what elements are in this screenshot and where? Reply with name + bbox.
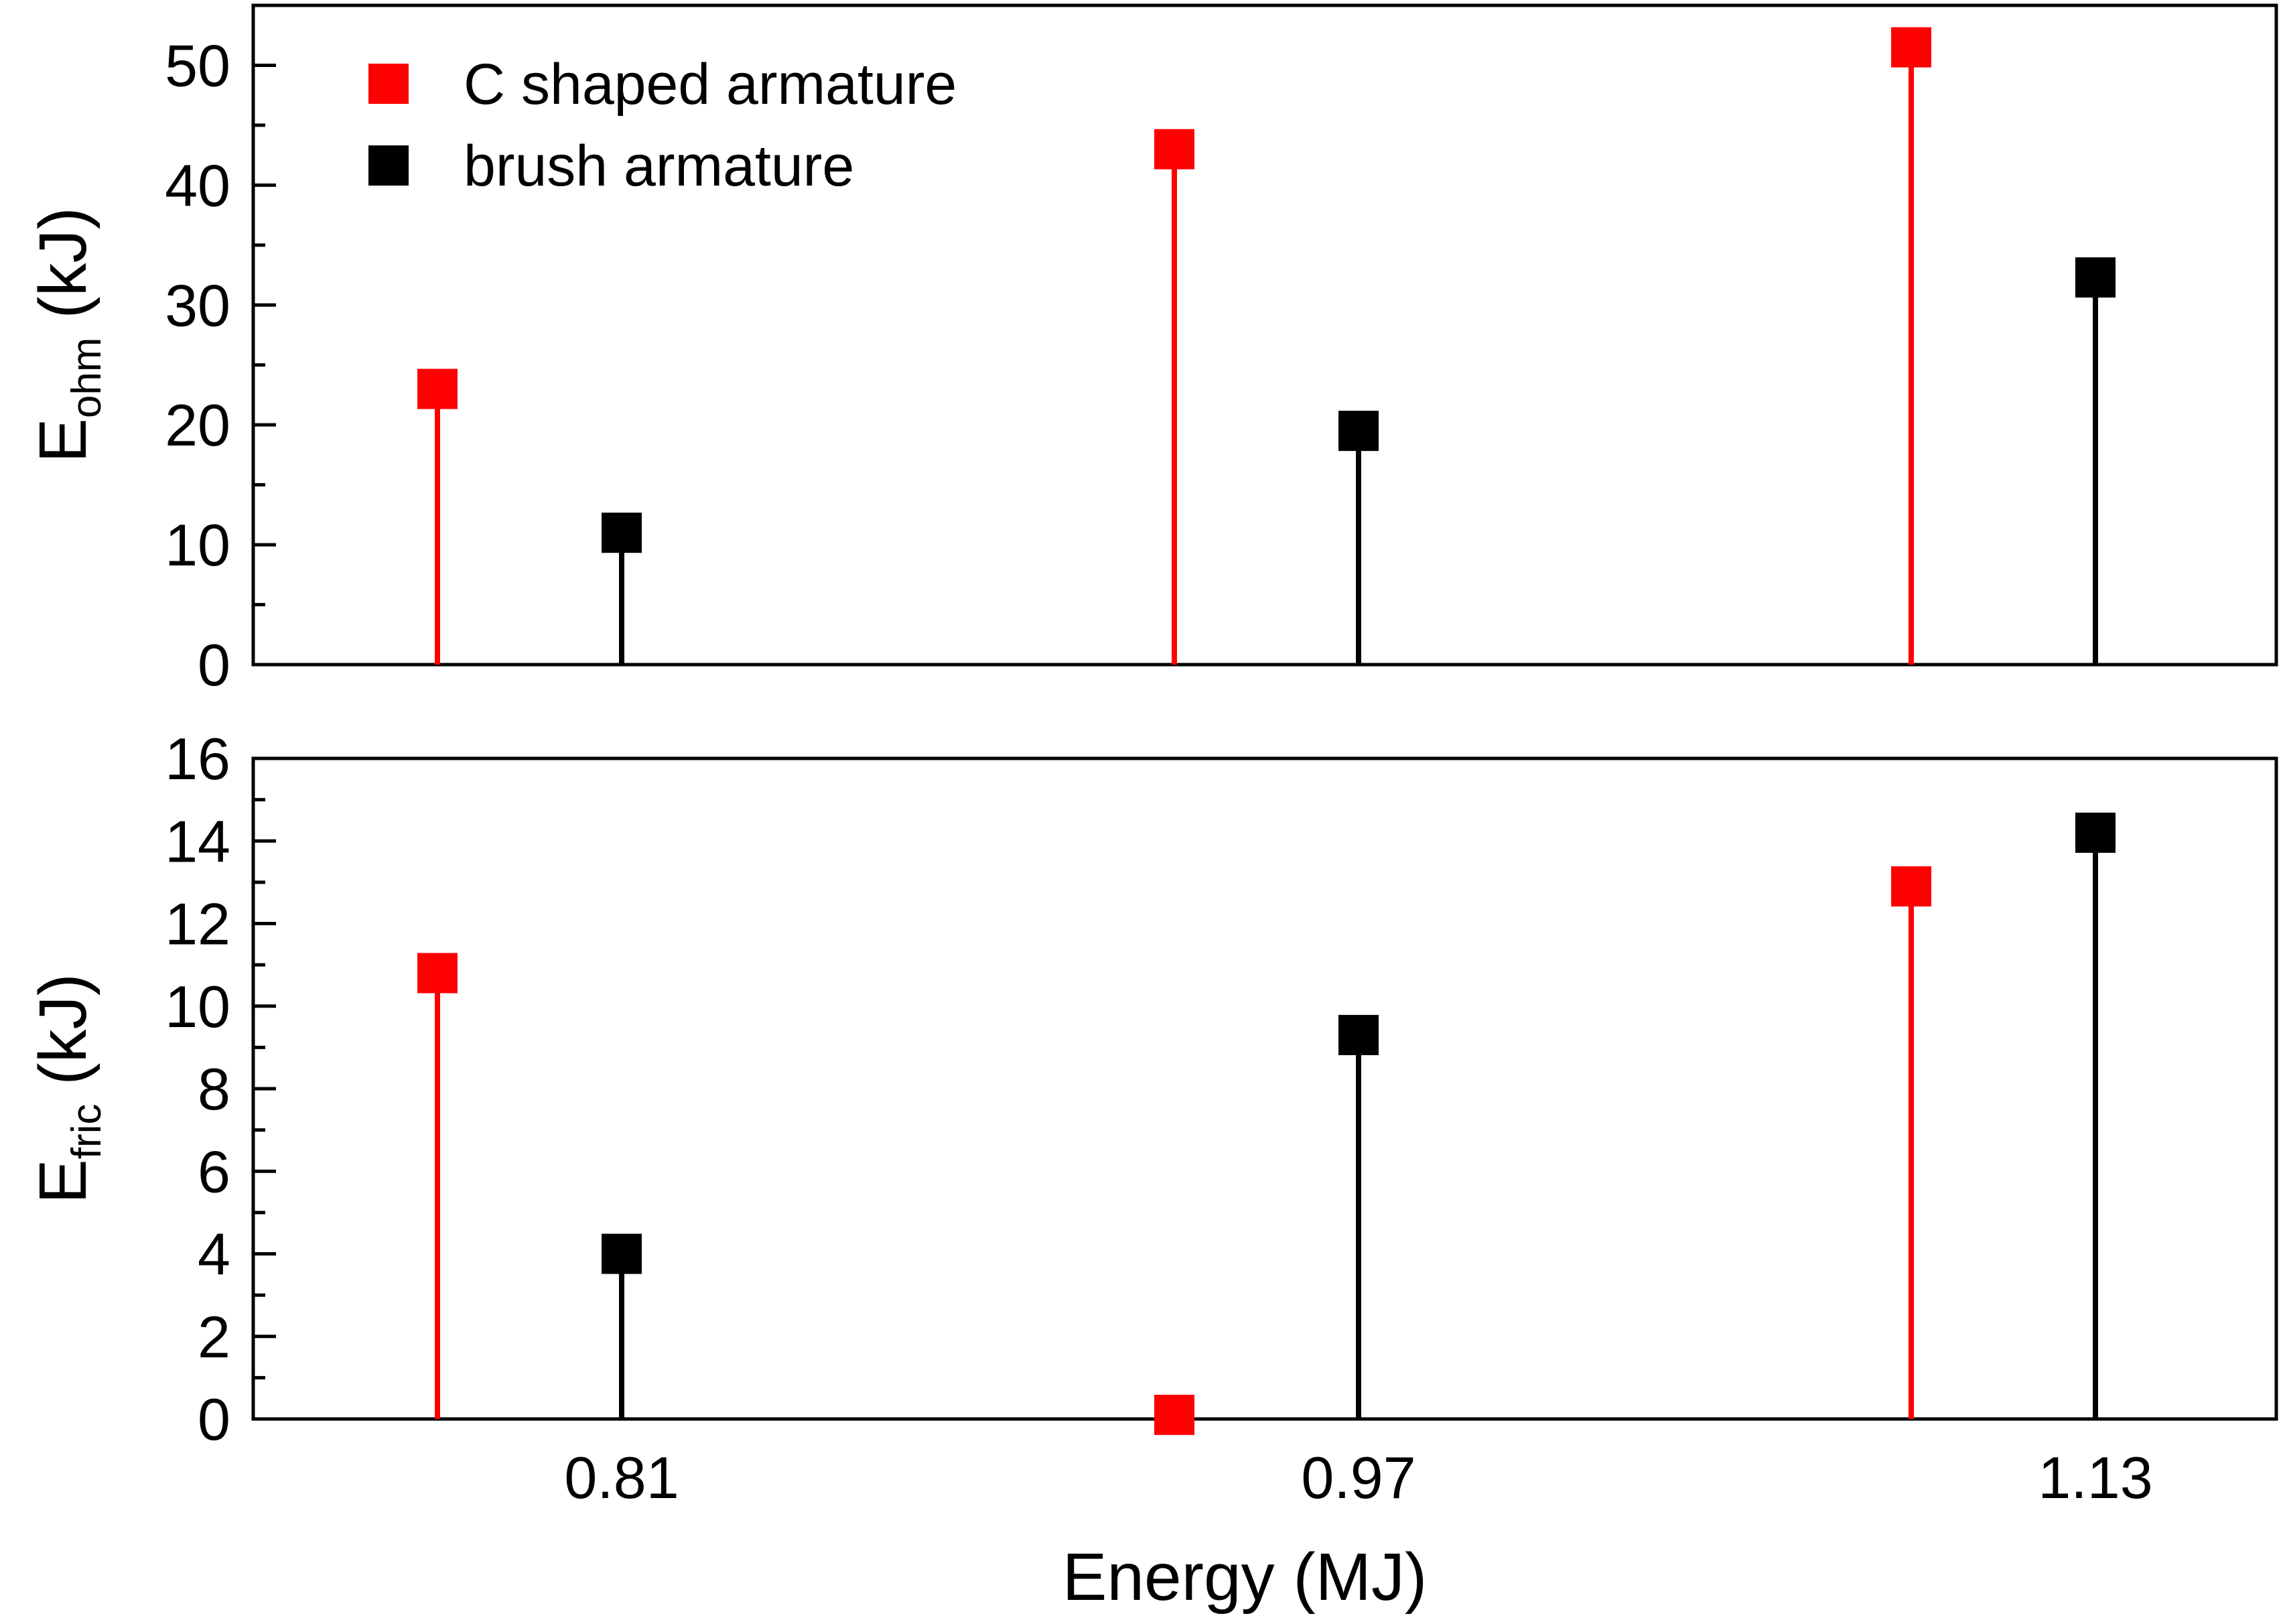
y-tick-label-fric: 12 — [165, 891, 230, 957]
plot-frame-ohm — [251, 3, 2278, 667]
y-axis-title-fric: Efric (kJ) — [25, 973, 110, 1204]
y-axis-title-main: E — [25, 418, 100, 463]
marker-fric-brush — [602, 1233, 642, 1274]
legend: C shaped armature brush armature — [368, 52, 957, 198]
y-tick-label-ohm: 50 — [165, 32, 230, 98]
x-tick-label: 1.13 — [2038, 1444, 2152, 1511]
x-axis-title: Energy (MJ) — [1062, 1540, 1428, 1615]
y-axis-title-sub: fric — [64, 1104, 110, 1160]
y-tick-label-fric: 16 — [165, 726, 230, 792]
marker-fric-c-shaped — [1154, 1394, 1194, 1435]
y-tick-label-fric: 2 — [198, 1304, 230, 1370]
y-axis-title-unit: (kJ) — [25, 207, 100, 337]
x-tick-label: 0.81 — [564, 1444, 679, 1511]
y-axis-title-sub: ohm — [64, 338, 110, 419]
marker-fric-brush — [2075, 812, 2116, 853]
y-tick-label-ohm: 40 — [165, 152, 230, 218]
marker-fric-c-shaped — [417, 953, 458, 994]
legend-label-brush: brush armature — [464, 134, 854, 198]
y-tick-label-ohm: 10 — [165, 512, 230, 578]
x-tick-label: 0.97 — [1301, 1444, 1415, 1511]
y-tick-label-fric: 10 — [165, 973, 230, 1040]
marker-fric-brush — [1338, 1014, 1379, 1055]
marker-ohm-brush — [2075, 257, 2116, 298]
y-tick-label-ohm: 30 — [165, 272, 230, 338]
marker-fric-c-shaped — [1891, 866, 1931, 907]
y-tick-label-fric: 6 — [198, 1138, 230, 1205]
y-axis-title-unit: (kJ) — [25, 973, 100, 1103]
y-tick-label-fric: 4 — [198, 1221, 230, 1288]
panel-ohm: 0 10 20 30 40 50 Eohm (kJ) — [25, 3, 2278, 698]
y-axis-title-ohm: Eohm (kJ) — [25, 207, 110, 463]
legend-label-c-shaped: C shaped armature — [464, 52, 957, 117]
y-tick-label-ohm: 0 — [198, 632, 230, 698]
y-tick-label-fric: 0 — [198, 1386, 230, 1452]
plot-frame-fric — [251, 756, 2278, 1421]
marker-ohm-c-shaped — [417, 368, 458, 409]
marker-ohm-c-shaped — [1891, 27, 1931, 68]
panel-fric: 0 2 4 6 8 10 12 14 16 0.81 0.97 1.13 Efric (kJ) — [25, 726, 2278, 1511]
marker-ohm-brush — [602, 513, 642, 553]
legend-marker-c-shaped — [368, 64, 409, 104]
y-axis-title-main: E — [25, 1159, 100, 1204]
legend-marker-brush — [368, 145, 409, 186]
y-tick-label-fric: 8 — [198, 1056, 230, 1122]
y-tick-label-ohm: 20 — [165, 392, 230, 458]
marker-ohm-c-shaped — [1154, 129, 1194, 170]
y-tick-label-fric: 14 — [165, 808, 230, 874]
marker-ohm-brush — [1338, 411, 1379, 452]
